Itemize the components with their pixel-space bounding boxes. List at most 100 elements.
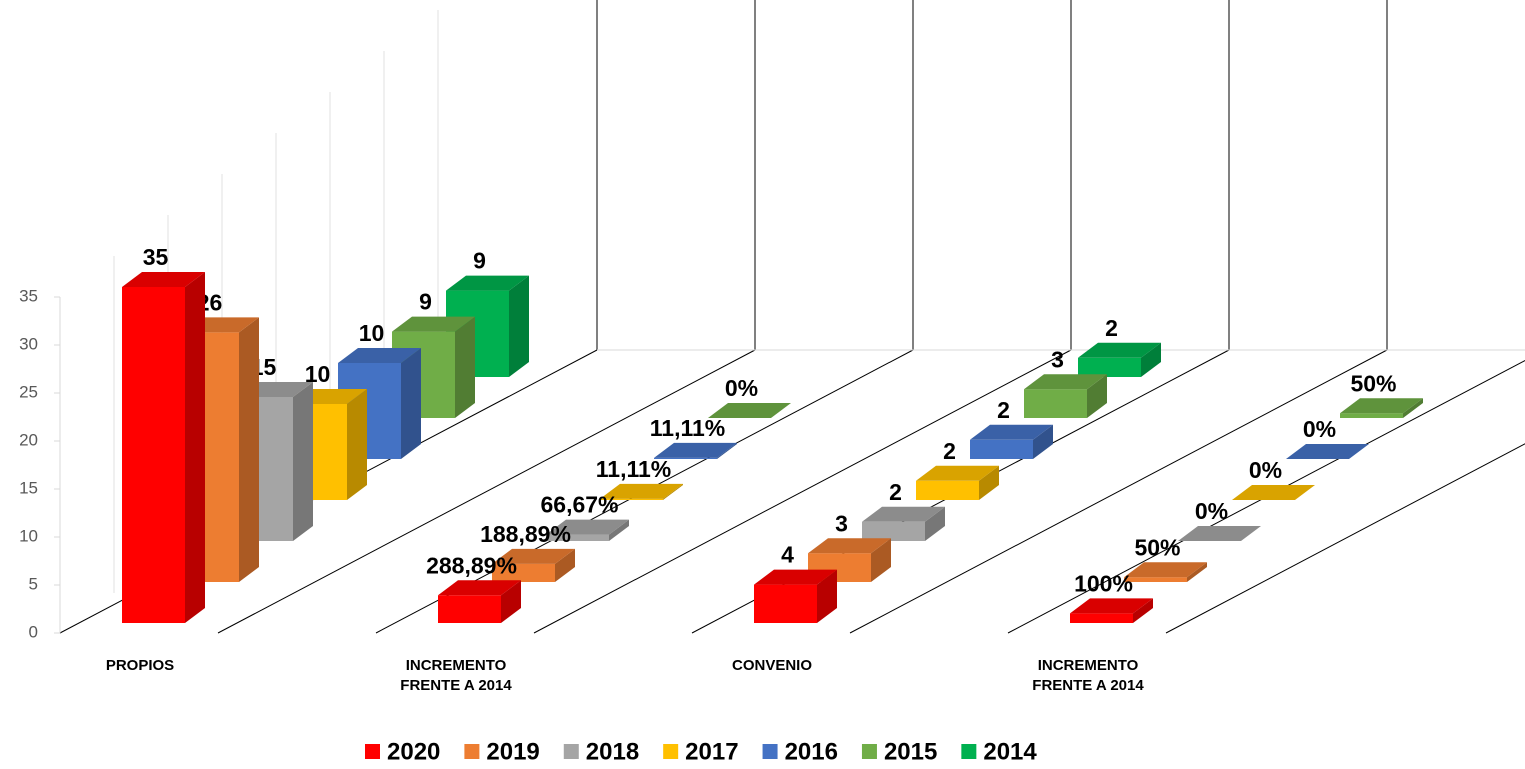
bar-side — [1133, 598, 1153, 623]
bar-side — [717, 442, 737, 459]
bar-side — [663, 483, 683, 500]
bar-top — [754, 569, 837, 585]
legend-label: 2015 — [884, 738, 937, 765]
bar-front — [1024, 389, 1087, 418]
floor-line — [217, 349, 756, 634]
bar-top — [392, 316, 475, 332]
bar-side — [509, 275, 529, 377]
floor-line — [849, 349, 1388, 634]
legend-swatch — [663, 744, 679, 759]
bar-side — [817, 569, 837, 623]
y-tick-label: 30 — [19, 334, 38, 353]
bar-top — [916, 465, 999, 481]
bar-top — [1178, 526, 1261, 541]
bar-front — [862, 521, 925, 541]
bar-front — [492, 563, 555, 582]
bar-side — [609, 519, 629, 541]
bar-top — [1070, 598, 1153, 614]
legend-swatch — [464, 744, 480, 759]
legend-label: 2017 — [685, 738, 738, 765]
value-label: 0% — [1195, 498, 1228, 524]
y-tick-label: 25 — [19, 382, 38, 401]
y-tick-label: 0 — [29, 622, 38, 641]
value-label: 9 — [419, 289, 432, 315]
bar-top — [1024, 374, 1107, 390]
x-tick-label: INCREMENTO FRENTE A 2014 — [400, 657, 512, 694]
bar-top — [808, 538, 891, 554]
bar-front — [1124, 577, 1187, 582]
bar-side — [401, 348, 421, 459]
value-label: 2 — [943, 438, 956, 464]
value-label: 11,11% — [650, 415, 725, 441]
bar-top — [600, 483, 683, 499]
value-label: 3 — [1051, 346, 1064, 372]
bar-side — [185, 272, 205, 623]
value-label: 11,11% — [596, 456, 671, 482]
value-label: 3 — [835, 510, 848, 536]
floor-line — [1165, 443, 1525, 634]
value-label: 100% — [1074, 570, 1133, 596]
value-label: 0% — [1249, 457, 1282, 483]
value-label: 2 — [889, 479, 902, 505]
value-label: 288,89% — [426, 552, 517, 578]
value-label: 2 — [1105, 315, 1118, 341]
value-label: 66,67% — [540, 492, 618, 518]
legend-swatch — [961, 744, 977, 759]
bar-front — [1340, 413, 1403, 418]
value-label: 4 — [781, 542, 794, 568]
value-label: 2 — [997, 397, 1010, 423]
floor-line — [533, 349, 1072, 634]
value-label: 0% — [725, 375, 758, 401]
bar-top — [122, 272, 205, 287]
bar-front — [916, 480, 979, 500]
value-label: 50% — [1134, 534, 1180, 560]
x-tick-label: INCREMENTO FRENTE A 2014 — [1032, 657, 1144, 694]
value-label: 10 — [359, 320, 385, 346]
bar-front — [438, 595, 501, 623]
bar-side — [1187, 562, 1207, 582]
legend-label: 2020 — [387, 738, 440, 765]
bar-side — [455, 316, 475, 418]
bar-top — [492, 548, 575, 564]
bar-side — [1033, 424, 1053, 459]
y-tick-label: 20 — [19, 430, 38, 449]
legend-label: 2016 — [785, 738, 838, 765]
y-tick-label: 10 — [19, 526, 38, 545]
bar-front — [600, 498, 663, 500]
bar-side — [501, 580, 521, 623]
x-tick-label: CONVENIO — [731, 657, 812, 674]
legend-label: 2019 — [486, 738, 539, 765]
legend-swatch — [365, 744, 380, 759]
bar-side — [925, 506, 945, 541]
bar-top — [1078, 342, 1161, 358]
legend-label: 2018 — [586, 738, 639, 765]
y-tick-label: 5 — [29, 574, 38, 593]
bar-front — [1070, 613, 1133, 623]
value-label: 50% — [1350, 370, 1396, 396]
bar-top — [708, 403, 791, 418]
bar-top — [970, 424, 1053, 440]
bar-top — [1124, 562, 1207, 578]
bar-front — [546, 534, 609, 541]
bar-side — [871, 538, 891, 582]
legend-label: 2014 — [983, 738, 1037, 765]
bar-front — [654, 457, 717, 459]
bar-top — [1286, 444, 1369, 459]
value-label: 188,89% — [480, 521, 571, 547]
bar-side — [1403, 398, 1423, 418]
y-tick-label: 15 — [19, 478, 38, 497]
bar-side — [239, 317, 259, 582]
x-tick-label: PROPIOS — [105, 657, 175, 674]
bar-top — [862, 506, 945, 522]
bar-side — [293, 382, 313, 541]
legend-swatch — [563, 744, 579, 759]
bar-front — [1078, 357, 1141, 377]
bar-top — [654, 442, 737, 458]
value-label: 0% — [1303, 416, 1336, 442]
bar-front — [970, 439, 1033, 459]
bar-top — [1340, 398, 1423, 414]
legend-swatch — [762, 744, 778, 759]
bar-side — [555, 548, 575, 582]
